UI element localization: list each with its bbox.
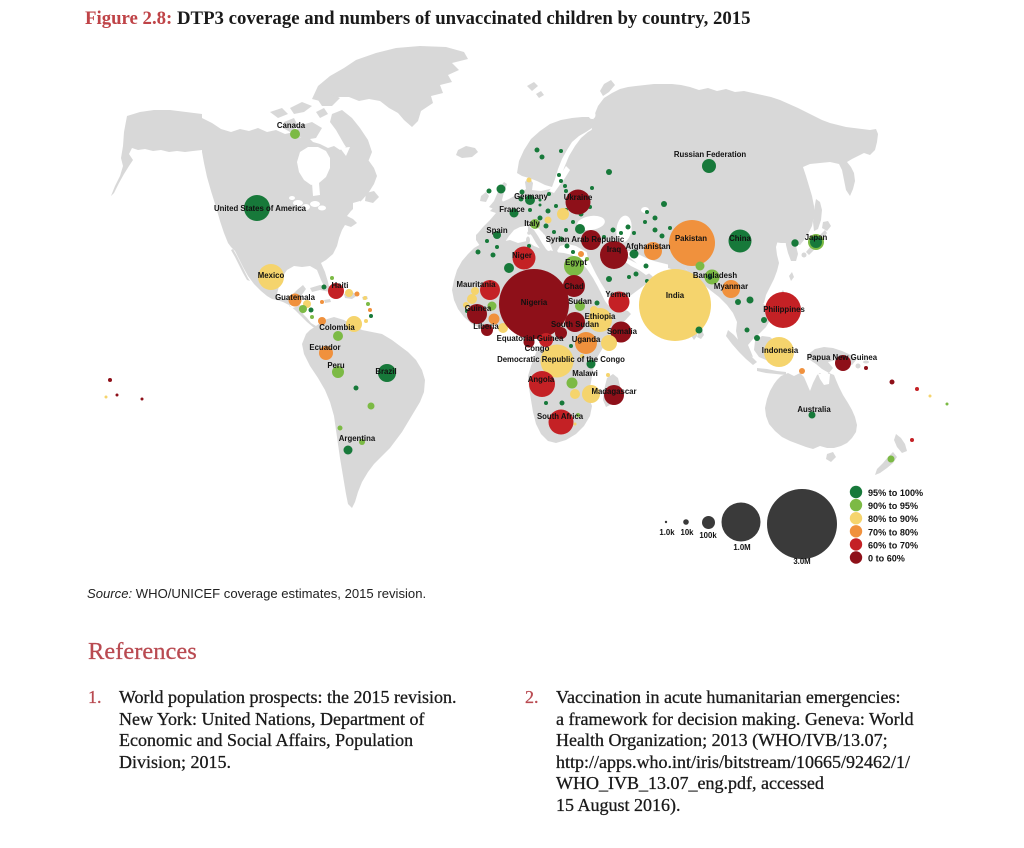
svg-text:3.0M: 3.0M [793, 557, 810, 566]
svg-text:Syrian Arab Republic: Syrian Arab Republic [546, 235, 625, 244]
svg-text:India: India [666, 291, 685, 300]
svg-text:Peru: Peru [327, 361, 345, 370]
svg-text:60% to 70%: 60% to 70% [868, 540, 918, 550]
svg-text:Angola: Angola [528, 375, 555, 384]
svg-text:Bangladesh: Bangladesh [693, 271, 737, 280]
svg-text:Malawi: Malawi [572, 369, 598, 378]
svg-text:Nigeria: Nigeria [521, 298, 548, 307]
svg-text:10k: 10k [680, 528, 694, 537]
svg-text:China: China [729, 234, 751, 243]
svg-text:Pakistan: Pakistan [675, 234, 707, 243]
svg-text:70% to 80%: 70% to 80% [868, 527, 918, 537]
svg-text:South Sudan: South Sudan [551, 320, 599, 329]
svg-text:Uganda: Uganda [572, 335, 601, 344]
svg-text:Brazil: Brazil [375, 367, 396, 376]
svg-text:Afghanistan: Afghanistan [625, 242, 670, 251]
svg-text:1.0k: 1.0k [659, 528, 675, 537]
svg-text:Australia: Australia [797, 405, 831, 414]
svg-text:Niger: Niger [512, 251, 532, 260]
svg-text:Sudan: Sudan [568, 297, 592, 306]
svg-text:Guatemala: Guatemala [275, 293, 316, 302]
svg-text:Somalia: Somalia [607, 327, 638, 336]
svg-text:90% to 95%: 90% to 95% [868, 501, 918, 511]
svg-text:Iraq: Iraq [607, 245, 622, 254]
svg-text:Haiti: Haiti [332, 281, 349, 290]
svg-text:Spain: Spain [486, 226, 507, 235]
svg-text:Germany: Germany [514, 192, 548, 201]
svg-text:Ecuador: Ecuador [309, 343, 340, 352]
svg-text:Argentina: Argentina [339, 434, 376, 443]
svg-text:Egypt: Egypt [565, 258, 587, 267]
svg-text:Japan: Japan [805, 233, 828, 242]
svg-text:Colombia: Colombia [319, 323, 355, 332]
svg-text:Ukraine: Ukraine [564, 193, 593, 202]
svg-text:Italy: Italy [524, 219, 540, 228]
svg-text:Myanmar: Myanmar [714, 282, 748, 291]
svg-text:France: France [499, 205, 525, 214]
svg-text:95% to 100%: 95% to 100% [868, 488, 923, 498]
svg-text:United States of America: United States of America [214, 204, 307, 213]
svg-text:0 to 60%: 0 to 60% [868, 554, 905, 564]
svg-text:Papua New Guinea: Papua New Guinea [807, 353, 878, 362]
svg-text:Democratic Republic of the Con: Democratic Republic of the Congo [497, 355, 625, 364]
svg-text:Philippines: Philippines [763, 305, 805, 314]
svg-text:South Africa: South Africa [537, 412, 584, 421]
svg-text:Madagascar: Madagascar [591, 387, 636, 396]
svg-text:80% to 90%: 80% to 90% [868, 514, 918, 524]
svg-text:Russian Federation: Russian Federation [674, 150, 747, 159]
svg-text:Yemen: Yemen [605, 290, 630, 299]
svg-text:Mexico: Mexico [258, 271, 285, 280]
svg-text:100k: 100k [699, 531, 717, 540]
svg-text:Guinea: Guinea [465, 304, 492, 313]
svg-text:Canada: Canada [277, 121, 306, 130]
svg-text:Indonesia: Indonesia [762, 346, 799, 355]
svg-text:Mauritania: Mauritania [457, 280, 497, 289]
svg-text:Liberia: Liberia [473, 322, 499, 331]
svg-text:Congo: Congo [525, 344, 550, 353]
svg-text:Chad: Chad [564, 282, 584, 291]
svg-text:1.0M: 1.0M [733, 543, 750, 552]
svg-text:Ethiopia: Ethiopia [585, 312, 616, 321]
svg-text:Equatorial Guinea: Equatorial Guinea [497, 334, 564, 343]
